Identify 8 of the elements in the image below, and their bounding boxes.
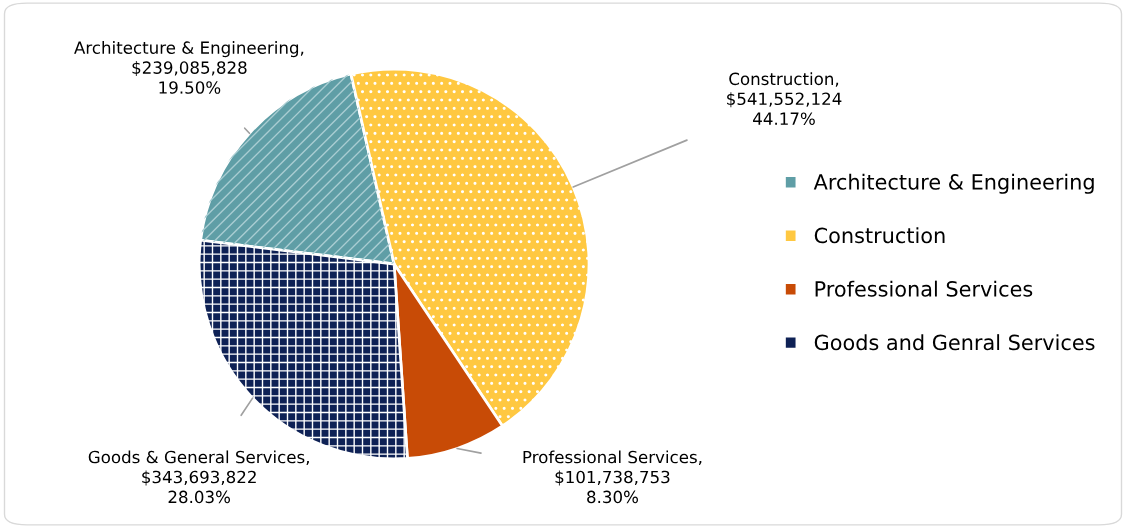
data-label: Architecture & Engineering, $239,085,828 19.50%: [74, 41, 304, 94]
data-label: Goods & General Services, $343,693,822 28.03%: [88, 450, 309, 504]
legend-label: Professional Services: [815, 280, 1033, 297]
legend-label: Goods and Genral Services: [814, 334, 1095, 351]
legend-label: Construction: [814, 227, 945, 244]
legend-label: Architecture & Engineering: [813, 173, 1094, 194]
data-label: Construction, $541,552,124 44.17%: [727, 72, 842, 125]
data-label: Professional Services, $101,738,753 8.30%: [523, 450, 702, 504]
